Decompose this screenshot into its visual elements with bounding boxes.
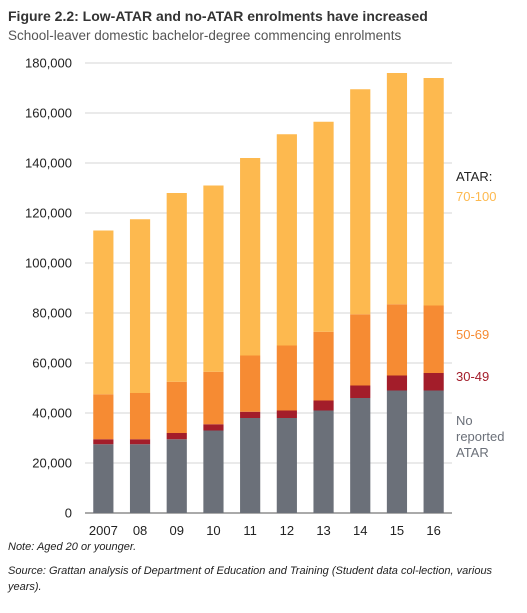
bar-segment-no_atar bbox=[129, 444, 151, 513]
chart-title: Figure 2.2: Low-ATAR and no-ATAR enrolme… bbox=[8, 8, 428, 24]
y-tick-label: 0 bbox=[65, 506, 72, 521]
y-tick-label: 40,000 bbox=[32, 406, 72, 421]
bar-segment-atar_30_49 bbox=[203, 424, 224, 431]
x-tick-label: 16 bbox=[426, 523, 440, 538]
bar-segment-atar_70_100 bbox=[276, 134, 297, 346]
bar-segment-no_atar bbox=[423, 390, 444, 513]
bar-segment-atar_50_69 bbox=[129, 393, 151, 440]
bar-segment-no_atar bbox=[93, 444, 114, 513]
bar-segment-atar_30_49 bbox=[313, 400, 334, 411]
bar-segment-no_atar bbox=[166, 439, 187, 513]
bar-segment-atar_30_49 bbox=[93, 439, 114, 445]
legend-label-no_atar: ATAR bbox=[456, 445, 489, 460]
bar-segment-no_atar bbox=[386, 390, 408, 513]
bar-segment-atar_70_100 bbox=[203, 185, 224, 372]
bar-segment-atar_30_49 bbox=[240, 411, 261, 418]
x-tick-label: 2007 bbox=[89, 523, 118, 538]
bar-segment-atar_50_69 bbox=[386, 304, 408, 376]
legend-label-atar_30_49: 30-49 bbox=[456, 369, 489, 384]
bar-segment-atar_50_69 bbox=[93, 394, 114, 440]
y-tick-label: 60,000 bbox=[32, 356, 72, 371]
legend-label-no_atar: No bbox=[456, 413, 473, 428]
bar-segment-atar_30_49 bbox=[423, 373, 444, 391]
x-tick-label: 14 bbox=[353, 523, 367, 538]
x-tick-label: 15 bbox=[390, 523, 404, 538]
bar-segment-atar_70_100 bbox=[166, 193, 187, 382]
bar-segment-atar_70_100 bbox=[423, 78, 444, 306]
bar-segment-atar_70_100 bbox=[313, 121, 334, 332]
bar-segment-atar_50_69 bbox=[166, 381, 187, 433]
bar-segment-atar_50_69 bbox=[350, 314, 371, 386]
bar-segment-atar_50_69 bbox=[203, 371, 224, 425]
bar-segment-atar_70_100 bbox=[93, 230, 114, 395]
bar-segment-atar_50_69 bbox=[240, 355, 261, 412]
x-tick-label: 13 bbox=[316, 523, 330, 538]
x-tick-label: 11 bbox=[243, 523, 257, 538]
y-tick-label: 20,000 bbox=[32, 456, 72, 471]
stacked-bar-chart: 0 20,000 40,000 60,000 80,000 100,000 120,000 1… bbox=[25, 56, 504, 539]
bar-segment-atar_30_49 bbox=[276, 410, 297, 418]
y-tick-label: 100,000 bbox=[25, 256, 72, 271]
bar-segment-atar_70_100 bbox=[386, 73, 408, 305]
bar-segment-atar_30_49 bbox=[386, 375, 408, 391]
y-tick-label: 140,000 bbox=[25, 156, 72, 171]
bar-segment-no_atar bbox=[276, 418, 297, 513]
bar-segment-atar_50_69 bbox=[423, 305, 444, 373]
y-tick-label: 180,000 bbox=[25, 56, 72, 71]
x-tick-label: 08 bbox=[133, 523, 147, 538]
bar-segment-atar_70_100 bbox=[240, 158, 261, 356]
legend-label-atar_50_69: 50-69 bbox=[456, 327, 489, 342]
bar-segment-atar_50_69 bbox=[276, 345, 297, 411]
bar-segment-atar_70_100 bbox=[350, 89, 371, 315]
bar-segment-no_atar bbox=[240, 418, 261, 513]
legend-header: ATAR: bbox=[456, 169, 492, 184]
bar-segment-atar_30_49 bbox=[166, 433, 187, 440]
bar-segment-no_atar bbox=[350, 398, 371, 513]
y-tick-label: 160,000 bbox=[25, 106, 72, 121]
bar-segment-no_atar bbox=[313, 410, 334, 513]
chart-source: Source: Grattan analysis of Department o… bbox=[8, 565, 493, 593]
x-tick-label: 09 bbox=[170, 523, 184, 538]
x-tick-label: 12 bbox=[280, 523, 294, 538]
bar-segment-atar_30_49 bbox=[350, 385, 371, 398]
bar-segment-atar_30_49 bbox=[129, 439, 151, 445]
legend-label-atar_70_100: 70-100 bbox=[456, 189, 496, 204]
bar-segment-no_atar bbox=[203, 430, 224, 513]
y-tick-label: 120,000 bbox=[25, 206, 72, 221]
y-tick-label: 80,000 bbox=[32, 306, 72, 321]
bar-segment-atar_50_69 bbox=[313, 331, 334, 401]
bar-segment-atar_70_100 bbox=[129, 219, 151, 393]
chart-subtitle: School-leaver domestic bachelor-degree c… bbox=[8, 28, 402, 43]
legend-label-no_atar: reported bbox=[456, 429, 504, 444]
x-tick-label: 10 bbox=[206, 523, 220, 538]
chart-note: Note: Aged 20 or younger. bbox=[8, 541, 137, 553]
